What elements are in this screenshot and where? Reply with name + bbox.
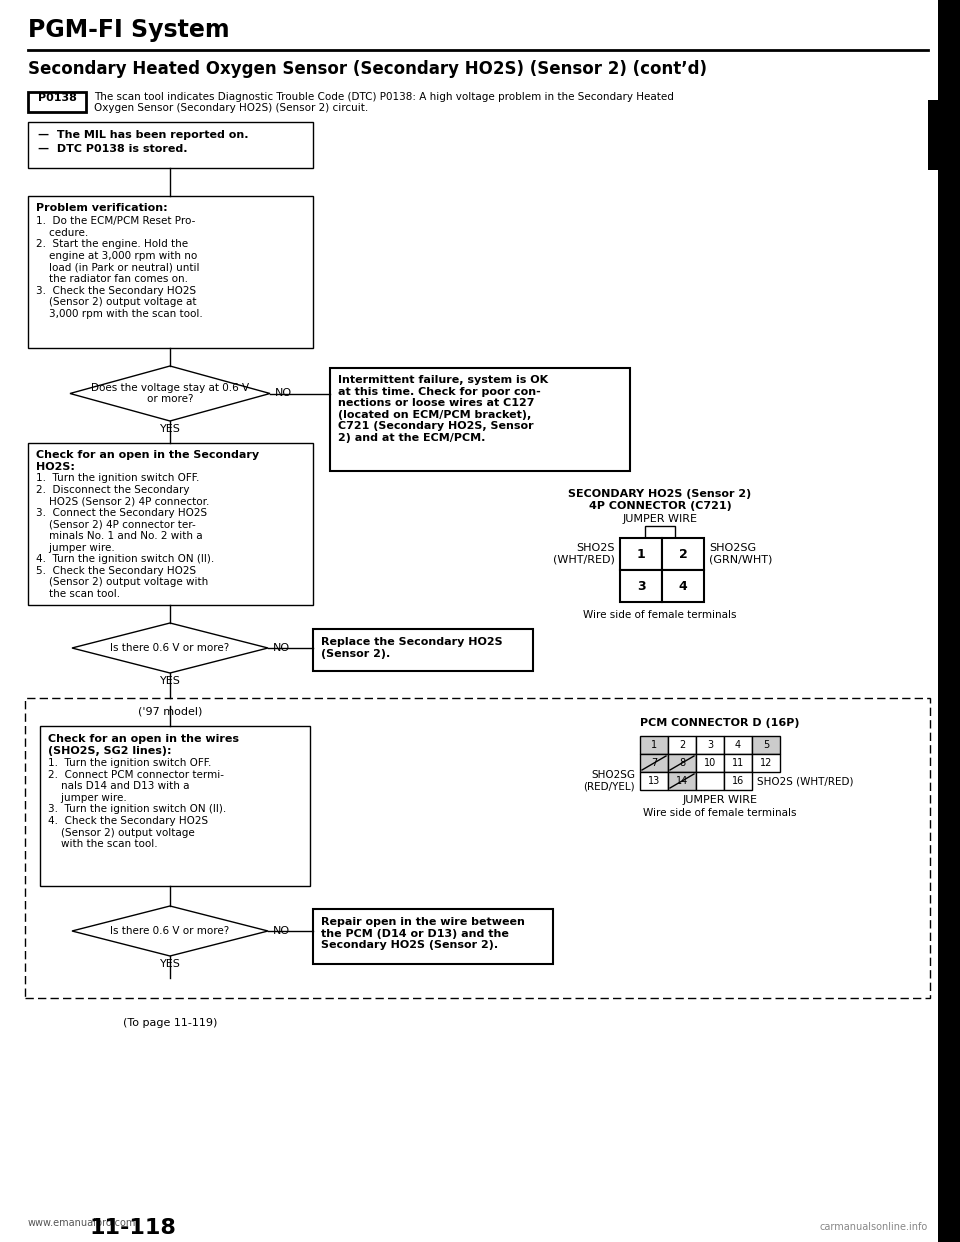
Text: 13: 13 [648,776,660,786]
Text: Intermittent failure, system is OK
at this time. Check for poor con-
nections or: Intermittent failure, system is OK at th… [338,375,548,443]
Text: 12: 12 [759,758,772,768]
Bar [640,754,668,773]
Text: Does the voltage stay at 0.6 V
or more?: Does the voltage stay at 0.6 V or more? [91,383,249,405]
Text: Check for an open in the Secondary
HO2S:: Check for an open in the Secondary HO2S: [36,450,259,472]
Text: PCM CONNECTOR D (16P): PCM CONNECTOR D (16P) [640,718,800,728]
Bar [928,101,940,170]
Bar [620,538,662,570]
Text: 5: 5 [763,740,769,750]
Text: 7: 7 [651,758,658,768]
Text: SHO2S (WHT/RED): SHO2S (WHT/RED) [757,776,853,786]
Text: SHO2S
(WHT/RED): SHO2S (WHT/RED) [553,543,615,565]
Text: Wire side of female terminals: Wire side of female terminals [643,809,797,818]
Bar [724,773,752,790]
Text: 2: 2 [679,740,685,750]
Text: Check for an open in the wires
(SHO2S, SG2 lines):: Check for an open in the wires (SHO2S, S… [48,734,239,755]
Polygon shape [72,623,268,673]
Bar [938,0,960,1242]
Bar [668,737,696,754]
Text: SHO2SG
(GRN/WHT): SHO2SG (GRN/WHT) [709,543,773,565]
Bar [640,773,668,790]
Bar [668,773,696,790]
Text: JUMPER WIRE: JUMPER WIRE [683,795,757,805]
Text: YES: YES [159,424,180,433]
Text: 1.  Turn the ignition switch OFF.
2.  Disconnect the Secondary
    HO2S (Sensor : 1. Turn the ignition switch OFF. 2. Disc… [36,473,214,599]
Bar [696,737,724,754]
Text: JUMPER WIRE: JUMPER WIRE [622,514,698,524]
Bar [313,909,553,964]
Text: NO: NO [273,927,290,936]
Bar [40,727,310,886]
Bar [645,527,675,538]
Text: Secondary Heated Oxygen Sensor (Secondary HO2S) (Sensor 2) (cont’d): Secondary Heated Oxygen Sensor (Secondar… [28,60,707,78]
Bar [25,698,930,999]
Text: YES: YES [159,676,180,686]
Text: NO: NO [275,389,292,399]
Polygon shape [72,905,268,956]
Bar [696,754,724,773]
Text: 16: 16 [732,776,744,786]
Text: 11: 11 [732,758,744,768]
Bar [752,737,780,754]
Text: —  DTC P0138 is stored.: — DTC P0138 is stored. [38,144,187,154]
Text: —  The MIL has been reported on.: — The MIL has been reported on. [38,130,249,140]
Text: carmanualsonline.info: carmanualsonline.info [820,1222,928,1232]
Text: Is there 0.6 V or more?: Is there 0.6 V or more? [110,643,229,653]
Text: PGM-FI System: PGM-FI System [28,17,229,42]
Text: 14: 14 [676,776,688,786]
Bar [662,570,704,602]
Bar [668,754,696,773]
Text: SECONDARY HO2S (Sensor 2)
4P CONNECTOR (C721): SECONDARY HO2S (Sensor 2) 4P CONNECTOR (… [568,489,752,510]
Text: 1.  Turn the ignition switch OFF.
2.  Connect PCM connector termi-
    nals D14 : 1. Turn the ignition switch OFF. 2. Conn… [48,758,227,850]
Text: 2: 2 [679,548,687,560]
Text: 1: 1 [636,548,645,560]
Text: 3: 3 [707,740,713,750]
Text: The scan tool indicates Diagnostic Trouble Code (DTC) P0138: A high voltage prob: The scan tool indicates Diagnostic Troub… [94,92,674,102]
Text: 10: 10 [704,758,716,768]
Bar [724,754,752,773]
Text: 4: 4 [735,740,741,750]
Bar [696,773,724,790]
Bar [28,443,313,605]
Text: 11-118: 11-118 [90,1218,177,1238]
Text: 1: 1 [651,740,657,750]
Text: 4: 4 [679,580,687,592]
Bar [640,737,668,754]
Bar [28,196,313,348]
Bar [724,737,752,754]
Polygon shape [70,366,270,421]
Text: 1.  Do the ECM/PCM Reset Pro-
    cedure.
2.  Start the engine. Hold the
    eng: 1. Do the ECM/PCM Reset Pro- cedure. 2. … [36,216,203,319]
Text: P0138: P0138 [37,93,77,103]
Text: www.emanualpro.com: www.emanualpro.com [28,1218,136,1228]
Text: Wire side of female terminals: Wire side of female terminals [584,610,736,620]
Text: Problem verification:: Problem verification: [36,202,168,212]
Text: YES: YES [159,959,180,969]
Bar [330,368,630,471]
Bar [28,92,86,112]
Text: Oxygen Sensor (Secondary HO2S) (Sensor 2) circuit.: Oxygen Sensor (Secondary HO2S) (Sensor 2… [94,103,369,113]
Bar [620,570,662,602]
Bar [28,122,313,168]
Text: 8: 8 [679,758,685,768]
Bar [752,754,780,773]
Text: Replace the Secondary HO2S
(Sensor 2).: Replace the Secondary HO2S (Sensor 2). [321,637,503,658]
Text: (To page 11-119): (To page 11-119) [123,1018,217,1028]
Bar [662,538,704,570]
Text: NO: NO [273,643,290,653]
Text: 3: 3 [636,580,645,592]
Text: Repair open in the wire between
the PCM (D14 or D13) and the
Secondary HO2S (Sen: Repair open in the wire between the PCM … [321,917,525,950]
Text: SHO2SG
(RED/YEL): SHO2SG (RED/YEL) [584,770,635,792]
Text: ('97 model): ('97 model) [138,705,203,715]
Bar [313,628,533,671]
Text: Is there 0.6 V or more?: Is there 0.6 V or more? [110,927,229,936]
